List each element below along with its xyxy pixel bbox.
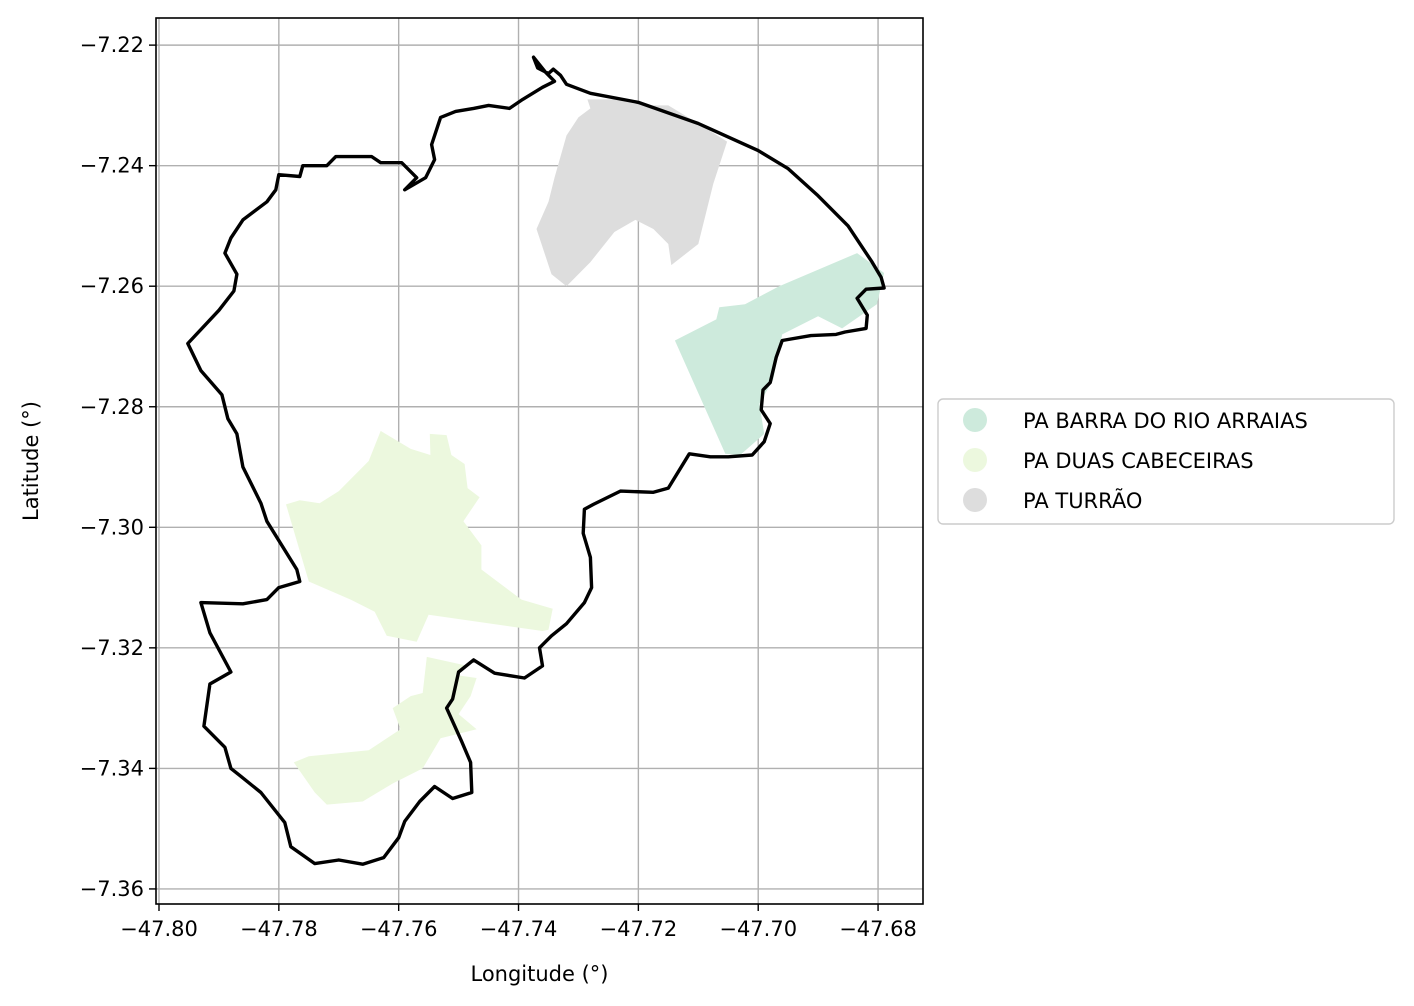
- legend-marker: [963, 448, 987, 472]
- municipality-outline: [186, 55, 886, 866]
- x-tick-label: −47.74: [480, 917, 558, 941]
- x-tick-label: −47.78: [240, 917, 318, 941]
- legend-box: [937, 398, 1395, 525]
- settlement-polygon-0-0: [674, 253, 885, 455]
- settlement-polygon-1-0: [286, 430, 553, 642]
- settlement-polygon-1-1: [293, 656, 477, 805]
- x-tick-label: −47.72: [600, 917, 678, 941]
- settlement-polygons: [286, 99, 885, 805]
- y-tick-label: −7.36: [80, 877, 144, 901]
- y-tick-label: −7.26: [80, 274, 144, 298]
- settlement-polygon-2-0: [536, 99, 728, 287]
- y-axis-label: Latitude (°): [19, 401, 43, 521]
- legend-marker: [963, 408, 987, 432]
- y-tick-label: −7.34: [80, 756, 144, 780]
- x-tick-label: −47.68: [839, 917, 917, 941]
- legend-label: PA BARRA DO RIO ARRAIAS: [1023, 409, 1308, 433]
- legend-label: PA DUAS CABECEIRAS: [1023, 449, 1254, 473]
- y-tick-label: −7.30: [80, 515, 144, 539]
- x-axis-label: Longitude (°): [470, 962, 608, 986]
- boundary-line: [186, 55, 886, 866]
- x-tick-label: −47.76: [360, 917, 438, 941]
- x-tick-label: −47.70: [719, 917, 797, 941]
- y-tick-label: −7.32: [80, 636, 144, 660]
- grid: [156, 18, 923, 904]
- legend-marker: [963, 488, 987, 512]
- axes-frame: [155, 17, 924, 905]
- legend: PA BARRA DO RIO ARRAIAS PA DUAS CABECEIRA…: [937, 398, 1395, 525]
- legend-label: PA TURRÃO: [1023, 487, 1142, 513]
- axis-ticks: −47.80 −47.78 −47.76 −47.74 −47.72 −47.70 −47.…: [80, 33, 917, 941]
- y-tick-label: −7.24: [80, 154, 144, 178]
- x-tick-label: −47.80: [120, 917, 198, 941]
- y-tick-label: −7.28: [80, 395, 144, 419]
- y-tick-label: −7.22: [80, 33, 144, 57]
